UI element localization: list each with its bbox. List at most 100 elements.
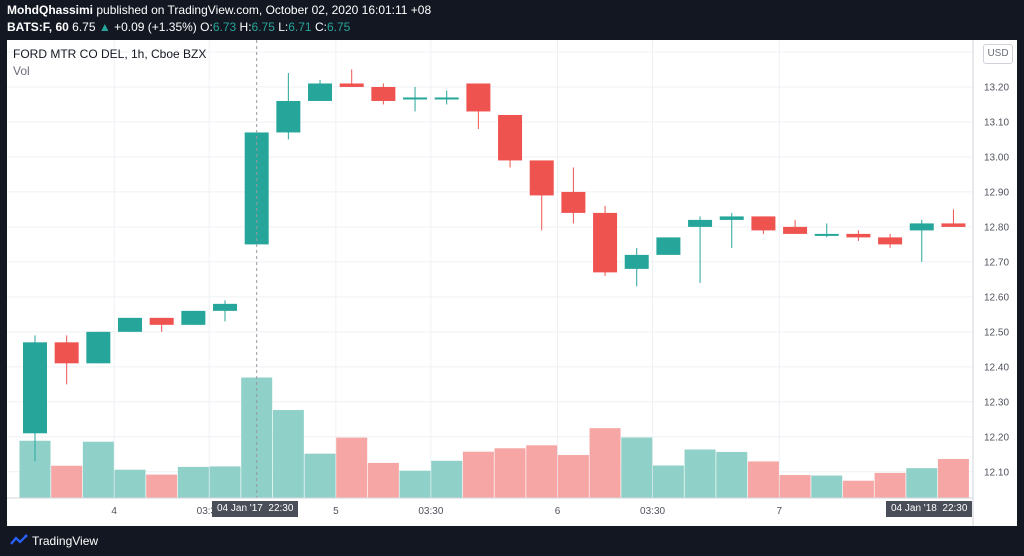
candle-body: [909, 223, 934, 231]
candle-body: [371, 86, 396, 101]
y-tick-label: 13.20: [984, 82, 1009, 93]
x-tick-label: 03:30: [197, 506, 222, 517]
currency-button[interactable]: USD: [983, 44, 1013, 64]
y-tick-label: 13.10: [984, 117, 1009, 128]
candle-body: [593, 212, 618, 273]
low-label: L:: [278, 20, 289, 34]
candle-body: [498, 114, 523, 161]
published-text: published on TradingView.com, October 02…: [96, 3, 432, 17]
volume-bar: [209, 466, 241, 498]
x-tick-label: 6: [555, 506, 561, 517]
candle-body: [941, 223, 966, 227]
y-tick-label: 12.30: [984, 397, 1009, 408]
close-value: 6.75: [326, 20, 351, 34]
candle-body: [814, 233, 839, 236]
footer-brand[interactable]: TradingView: [32, 534, 99, 548]
candle-body: [181, 310, 206, 325]
volume-bar: [272, 410, 304, 498]
symbol-label: BATS:F, 60: [7, 20, 69, 34]
candle-body: [213, 303, 238, 311]
x-tick-label: 03:30: [640, 506, 665, 517]
x-tick-label: 03:30: [418, 506, 443, 517]
header-bar: MohdQhassimi published on TradingView.co…: [0, 0, 1024, 40]
open-value: 6.73: [212, 20, 237, 34]
volume-bar: [652, 465, 684, 498]
candle-body: [561, 191, 586, 213]
candle-body: [783, 226, 808, 234]
price-change: +0.09 (+1.35%): [114, 20, 197, 34]
publisher-name[interactable]: MohdQhassimi: [7, 3, 94, 17]
y-tick-label: 13.00: [984, 152, 1009, 163]
candle-body: [466, 83, 491, 112]
volume-bar: [367, 462, 399, 498]
volume-bar: [431, 460, 463, 498]
volume-bar: [716, 451, 748, 498]
footer-bar: TradingView: [0, 526, 1024, 556]
volume-legend[interactable]: Vol: [13, 64, 30, 78]
volume-bar: [526, 445, 558, 498]
change-arrow-icon: ▲: [98, 20, 111, 34]
candle-body: [339, 83, 364, 87]
candlestick-chart[interactable]: 403:30503:30603:30713.3013.2013.1013.001…: [7, 40, 1017, 526]
candle-body: [403, 97, 428, 100]
volume-bar: [937, 458, 969, 498]
volume-bar: [747, 461, 779, 498]
candles: [23, 69, 966, 462]
candle-body: [434, 97, 459, 100]
candle-body: [878, 237, 903, 245]
crosshair-time-badge: 04 Jan '17 22:30: [212, 501, 299, 517]
last-date: 04 Jan '18: [891, 503, 937, 514]
y-tick-label: 12.20: [984, 432, 1009, 443]
volume-bar: [589, 428, 621, 498]
candle-body: [751, 216, 776, 231]
crosshair-date: 04 Jan '17: [217, 503, 263, 514]
volume-bar: [557, 455, 589, 498]
y-tick-label: 12.60: [984, 292, 1009, 303]
candle-body: [719, 216, 744, 220]
volume-bar: [51, 465, 83, 498]
volume-bar: [177, 466, 209, 498]
candle-body: [846, 233, 871, 238]
volume-bar: [811, 475, 843, 498]
open-label: O:: [200, 20, 213, 34]
volume-bar: [399, 470, 431, 498]
candle-body: [149, 317, 174, 325]
volume-bar: [114, 469, 146, 498]
candle-body: [529, 160, 554, 196]
low-value: 6.71: [288, 20, 312, 34]
tradingview-logo-icon: [10, 534, 28, 545]
candle-body: [86, 331, 111, 364]
symbol-info: BATS:F, 60 6.75 ▲ +0.09 (+1.35%) O:6.73 …: [7, 20, 350, 34]
y-tick-label: 12.90: [984, 187, 1009, 198]
y-tick-label: 12.50: [984, 327, 1009, 338]
publish-info: MohdQhassimi published on TradingView.co…: [7, 3, 431, 17]
candle-body: [276, 100, 301, 133]
candle-body: [244, 132, 269, 245]
y-tick-label: 12.40: [984, 362, 1009, 373]
high-label: H:: [239, 20, 252, 34]
candle-body: [118, 317, 143, 332]
volume-bar: [494, 448, 526, 498]
last-price: 6.75: [72, 20, 96, 34]
x-tick-label: 5: [333, 506, 339, 517]
candle-body: [308, 83, 333, 101]
volume-bar: [336, 437, 368, 498]
volume-bar: [304, 453, 336, 498]
chart-panel[interactable]: 403:30503:30603:30713.3013.2013.1013.001…: [7, 40, 1017, 526]
chart-legend-title[interactable]: FORD MTR CO DEL, 1h, Cboe BZX: [13, 47, 207, 61]
volume-bar: [684, 449, 716, 498]
volume-bar: [906, 468, 938, 498]
volume-bar: [82, 441, 114, 498]
crosshair-time: 22:30: [268, 503, 294, 514]
y-tick-label: 12.80: [984, 222, 1009, 233]
high-value: 6.75: [251, 20, 275, 34]
candle-body: [23, 342, 47, 434]
volume-bar: [842, 480, 874, 498]
y-tick-label: 12.10: [984, 467, 1009, 478]
candle-body: [54, 342, 79, 364]
grid-lines: [7, 40, 973, 498]
close-label: C:: [314, 20, 327, 34]
volume-bar: [146, 474, 178, 498]
last-time: 22:30: [942, 503, 968, 514]
volume-bars: [19, 377, 969, 498]
